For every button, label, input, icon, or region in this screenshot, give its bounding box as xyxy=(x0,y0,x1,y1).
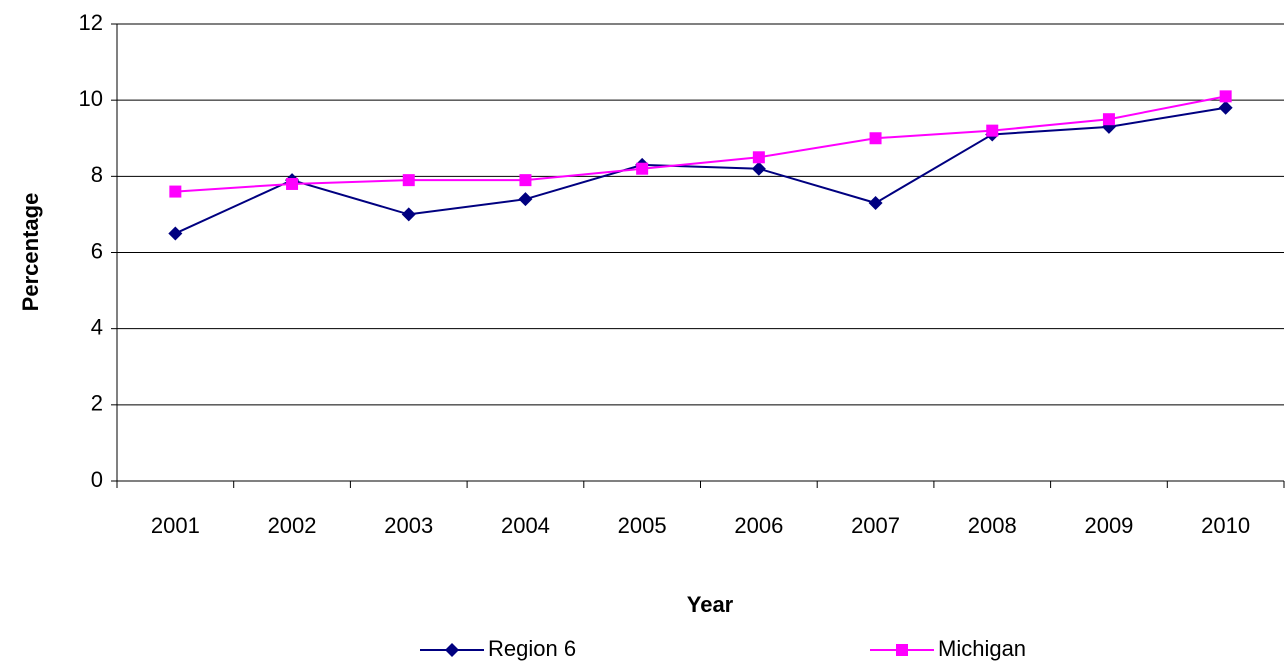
point xyxy=(636,162,649,175)
y-tick-label: 12 xyxy=(79,10,103,35)
point xyxy=(169,185,182,198)
x-tick-label: 2005 xyxy=(618,513,667,538)
point xyxy=(286,177,299,190)
x-tick-label: 2006 xyxy=(734,513,783,538)
x-tick-label: 2009 xyxy=(1084,513,1133,538)
point xyxy=(168,226,183,241)
y-tick-label: 6 xyxy=(91,238,103,263)
x-tick-label: 2003 xyxy=(384,513,433,538)
x-tick-label: 2010 xyxy=(1201,513,1250,538)
y-tick-label: 4 xyxy=(91,314,103,339)
legend-label: Region 6 xyxy=(488,636,576,661)
marker xyxy=(896,644,908,656)
x-tick-label: 2008 xyxy=(968,513,1017,538)
x-tick-label: 2001 xyxy=(151,513,200,538)
x-tick-label: 2007 xyxy=(851,513,900,538)
y-axis-label: Percentage xyxy=(18,193,43,312)
point xyxy=(752,151,765,164)
point xyxy=(1218,100,1233,115)
point xyxy=(751,161,766,176)
y-tick-label: 8 xyxy=(91,162,103,187)
y-tick-label: 2 xyxy=(91,391,103,416)
point xyxy=(869,132,882,145)
point xyxy=(402,174,415,187)
legend-label: Michigan xyxy=(938,636,1026,661)
point xyxy=(868,195,883,210)
point xyxy=(519,174,532,187)
y-tick-label: 10 xyxy=(79,86,103,111)
point xyxy=(1102,113,1115,126)
y-tick-label: 0 xyxy=(91,467,103,492)
series-line xyxy=(174,106,1226,235)
series-line xyxy=(175,95,1226,193)
marker xyxy=(445,643,459,657)
x-tick-label: 2002 xyxy=(268,513,317,538)
x-tick-label: 2004 xyxy=(501,513,550,538)
x-axis-label: Year xyxy=(687,592,734,617)
point xyxy=(1219,90,1232,103)
point xyxy=(986,124,999,137)
point xyxy=(401,207,416,222)
point xyxy=(518,192,533,207)
